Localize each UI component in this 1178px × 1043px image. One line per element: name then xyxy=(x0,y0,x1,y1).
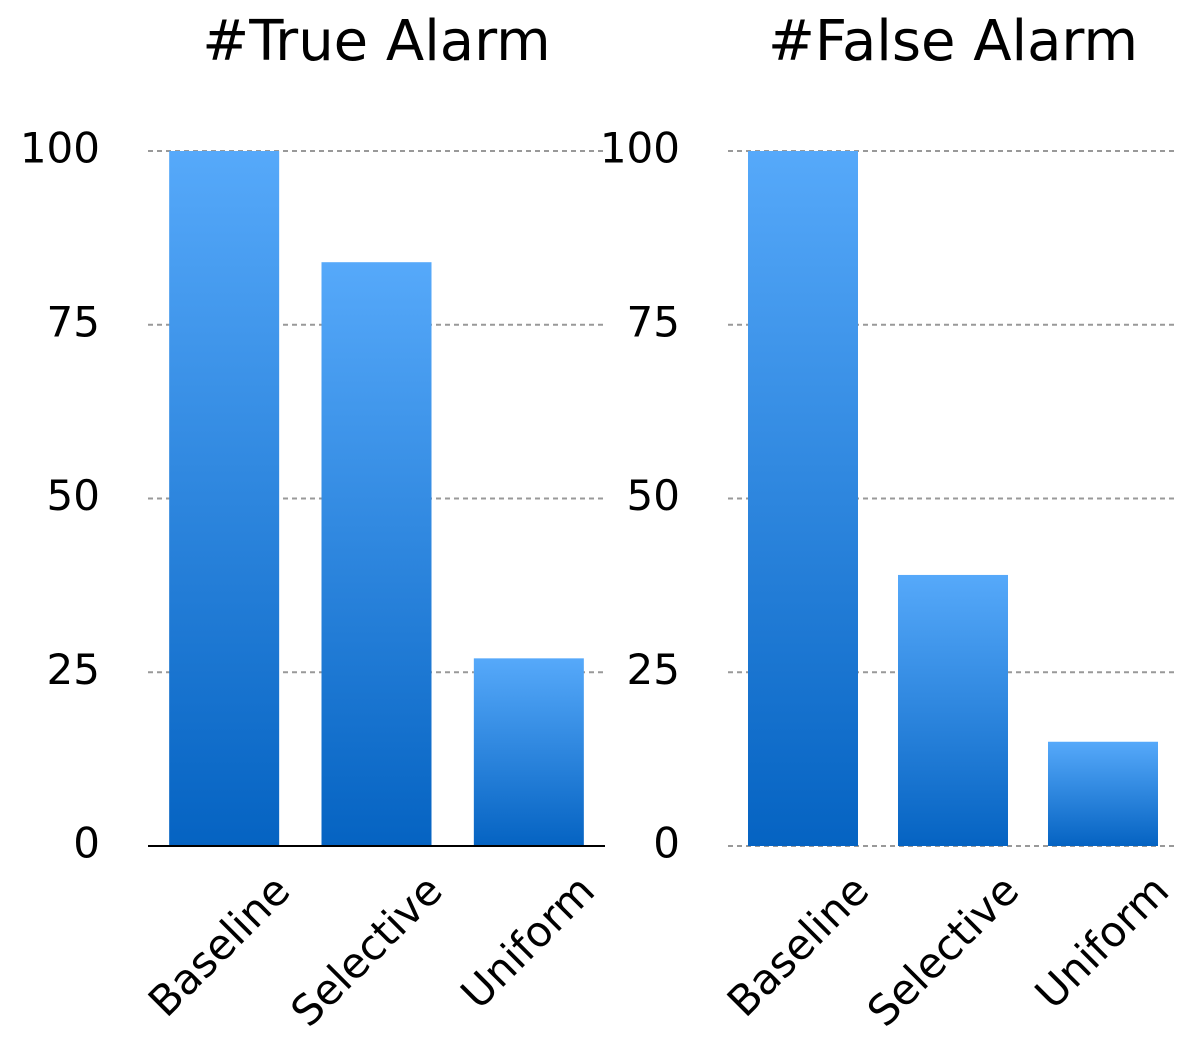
bar xyxy=(169,151,280,846)
y-tick-label: 0 xyxy=(73,819,100,868)
bar xyxy=(1048,741,1158,846)
x-tick-label: Uniform xyxy=(451,866,604,1019)
y-tick-label: 50 xyxy=(47,471,100,520)
y-tick-label: 25 xyxy=(627,645,680,694)
bar xyxy=(321,262,432,846)
bar xyxy=(748,151,858,846)
y-tick-label: 75 xyxy=(47,297,100,346)
chart-title: #True Alarm xyxy=(202,9,550,74)
x-tick-label: Uniform xyxy=(1025,866,1178,1019)
y-tick-label: 75 xyxy=(627,297,680,346)
y-tick-label: 100 xyxy=(20,124,100,173)
bar xyxy=(473,658,584,846)
y-tick-label: 25 xyxy=(47,645,100,694)
chart-title: #False Alarm xyxy=(768,9,1138,74)
x-tick-label: Baseline xyxy=(139,866,300,1027)
x-tick-label: Baseline xyxy=(718,866,879,1027)
x-tick-label: Selective xyxy=(281,866,451,1036)
y-tick-label: 100 xyxy=(600,124,680,173)
bar xyxy=(898,574,1008,846)
y-tick-label: 0 xyxy=(653,819,680,868)
x-tick-label: Selective xyxy=(858,866,1028,1036)
y-tick-label: 50 xyxy=(627,471,680,520)
